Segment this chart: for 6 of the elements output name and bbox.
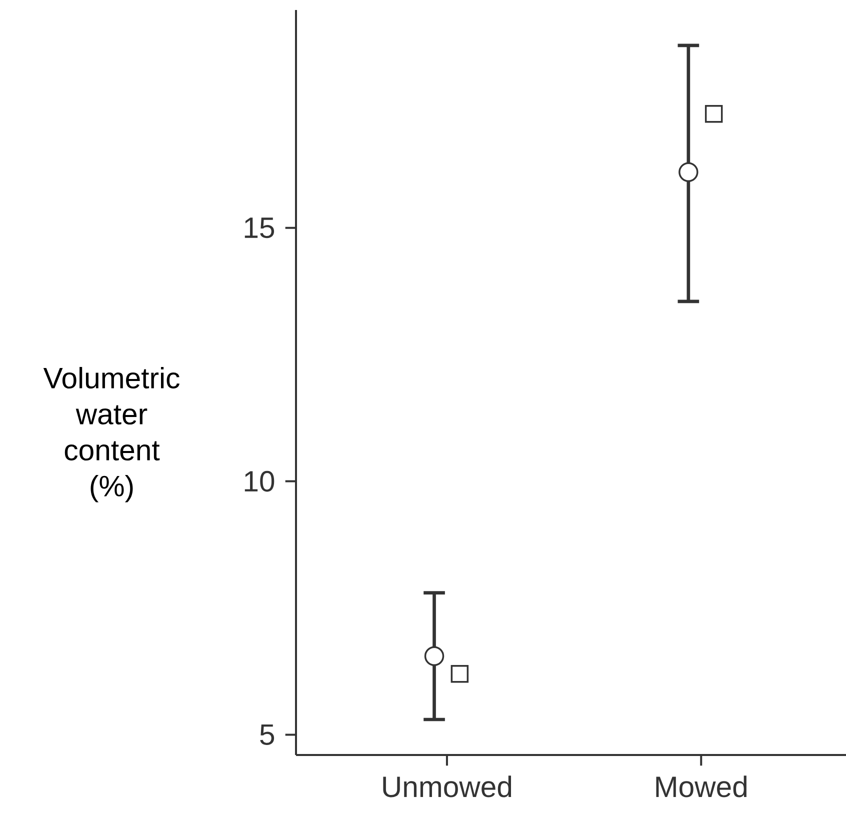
y-tick-label: 15 xyxy=(244,218,274,238)
y-tick-label: 5 xyxy=(260,724,274,745)
y-axis-title: Volumetric water content (%) xyxy=(43,366,180,502)
y-tick-label: 10 xyxy=(244,470,274,492)
x-tick-label: Unmowed xyxy=(383,776,512,798)
x-tick-label: Mowed xyxy=(656,776,747,798)
